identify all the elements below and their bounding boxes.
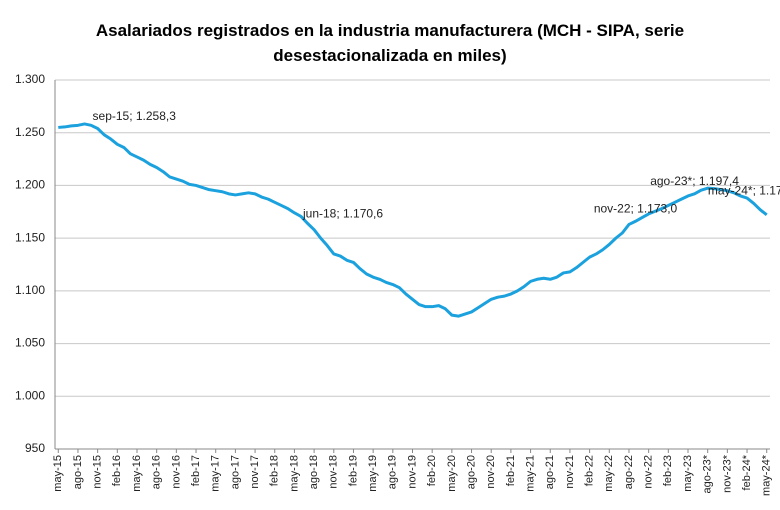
x-tick-label: ago-15 — [72, 455, 84, 489]
x-tick-label: ago-17 — [229, 455, 241, 489]
x-tick-label: may-24* — [761, 454, 773, 496]
y-tick-label: 1.100 — [15, 283, 45, 297]
x-tick-label: ago-22 — [623, 455, 635, 489]
x-tick-label: may-22 — [603, 455, 615, 492]
y-tick-label: 1.000 — [15, 388, 45, 402]
x-tick-label: may-19 — [367, 455, 379, 492]
data-label: jun-18; 1.170,6 — [302, 207, 383, 221]
data-label: may-24*; 1.172,1 — [708, 184, 780, 198]
x-tick-label: nov-21 — [564, 455, 576, 489]
y-tick-label: 1.250 — [15, 125, 45, 139]
x-tick-label: nov-22 — [643, 455, 655, 489]
x-tick-label: nov-19 — [406, 455, 418, 489]
x-tick-label: feb-22 — [584, 455, 596, 486]
x-tick-label: may-20 — [446, 455, 458, 492]
x-tick-label: ago-21 — [544, 455, 556, 489]
x-tick-label: feb-16 — [111, 455, 123, 486]
x-tick-label: may-17 — [210, 455, 222, 492]
y-tick-label: 1.050 — [15, 336, 45, 350]
x-tick-label: may-18 — [288, 455, 300, 492]
y-tick-label: 950 — [25, 441, 45, 455]
x-tick-label: feb-23 — [662, 455, 674, 486]
chart-title: Asalariados registrados en la industria … — [95, 21, 685, 65]
y-tick-label: 1.200 — [15, 178, 45, 192]
x-tick-label: ago-16 — [151, 455, 163, 489]
x-tick-label: may-15 — [52, 455, 64, 492]
x-tick-label: feb-18 — [269, 455, 281, 486]
x-tick-label: may-21 — [524, 455, 536, 492]
x-tick-label: ago-23* — [702, 454, 714, 493]
x-tick-label: feb-24* — [741, 454, 753, 490]
data-line — [58, 122, 768, 318]
x-tick-label: nov-15 — [92, 455, 104, 489]
y-tick-label: 1.150 — [15, 230, 45, 244]
x-tick-label: nov-16 — [170, 455, 182, 489]
x-tick-label: feb-21 — [505, 455, 517, 486]
x-tick-label: may-23 — [682, 455, 694, 492]
data-label: sep-15; 1.258,3 — [93, 109, 177, 123]
x-tick-label: feb-20 — [426, 455, 438, 486]
data-label: ago-23*; 1.197,4 — [650, 174, 739, 188]
x-tick-label: may-16 — [131, 455, 143, 492]
y-tick-label: 1.300 — [15, 72, 45, 86]
x-tick-label: nov-17 — [249, 455, 261, 489]
data-label: nov-22; 1.173,0 — [594, 201, 678, 215]
x-tick-label: feb-17 — [190, 455, 202, 486]
x-tick-label: nov-20 — [485, 455, 497, 489]
x-tick-label: ago-19 — [387, 455, 399, 489]
x-tick-label: ago-20 — [465, 455, 477, 489]
x-tick-label: feb-19 — [347, 455, 359, 486]
x-tick-label: nov-18 — [328, 455, 340, 489]
x-tick-label: nov-23* — [721, 454, 733, 493]
x-tick-label: ago-18 — [308, 455, 320, 489]
